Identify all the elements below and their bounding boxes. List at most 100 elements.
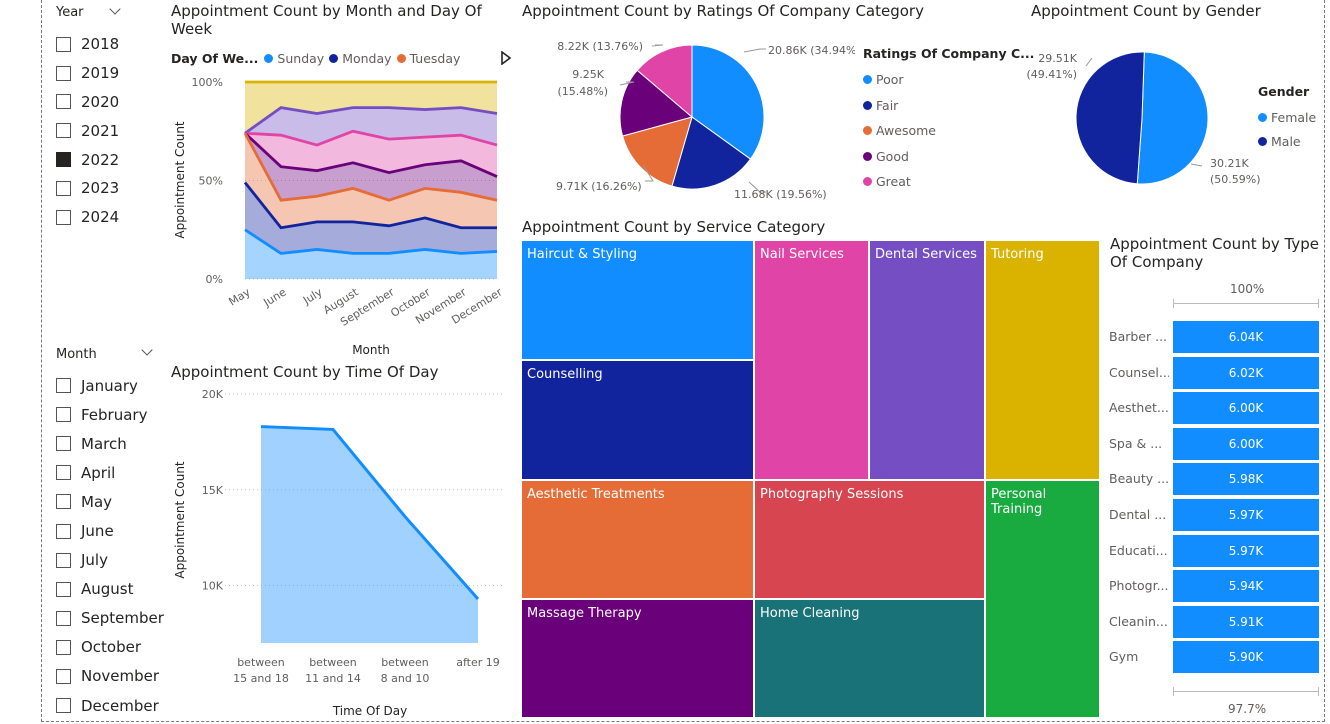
treemap-cell-haircut-styling[interactable]: Haircut & Styling (521, 240, 754, 360)
series-line (244, 106, 498, 135)
month-option-october[interactable]: October (56, 633, 164, 662)
bar-value-label: 5.98K (1228, 472, 1264, 487)
legend-item-great[interactable]: Great (863, 169, 1034, 195)
bar-value-label: 6.02K (1228, 365, 1264, 380)
option-label: 2019 (81, 64, 120, 83)
ratings-pie-title: Appointment Count by Ratings Of Company … (522, 2, 924, 20)
checkbox[interactable] (56, 378, 71, 394)
x-tick-label: 11 and 14 (305, 672, 361, 685)
month-option-june[interactable]: June (56, 516, 164, 545)
slice-label: 20.86K (34.94%) (768, 44, 855, 57)
bar-axis-bottom-label: 97.7% (1228, 702, 1267, 716)
legend-item-poor[interactable]: Poor (863, 67, 1034, 93)
year-option-2018[interactable]: 2018 (56, 30, 119, 59)
month-option-march[interactable]: March (56, 429, 164, 458)
option-label: February (81, 405, 148, 424)
legend-item-male[interactable]: Male (1258, 130, 1316, 155)
slice-good (619, 69, 694, 137)
bar[interactable]: 6.04K (1173, 321, 1319, 353)
month-option-february[interactable]: February (56, 400, 164, 429)
checkbox[interactable] (56, 436, 71, 452)
bar[interactable]: 5.97K (1173, 534, 1319, 567)
leader-line (1085, 57, 1093, 67)
checkbox[interactable] (56, 465, 71, 481)
bar-chart-title: Appointment Count by Type Of Company (1110, 235, 1319, 271)
bar[interactable]: 5.91K (1173, 605, 1319, 638)
treemap-cell-photography-sessions[interactable]: Photography Sessions (754, 480, 985, 599)
checkbox[interactable] (56, 552, 71, 568)
legend-item-sunday[interactable]: Sunday (264, 51, 324, 66)
treemap-cell-personal-training[interactable]: Personal Training (985, 480, 1100, 718)
area-chart-title: Appointment Count by Month and Day Of We… (171, 2, 482, 38)
area-fill (261, 426, 478, 643)
checkbox[interactable] (56, 65, 71, 81)
gender-legend-items: Female Male (1258, 105, 1316, 154)
checkbox[interactable] (56, 209, 71, 225)
legend-item-fair[interactable]: Fair (863, 93, 1034, 119)
checkbox[interactable] (56, 407, 71, 423)
treemap-cell-counselling[interactable]: Counselling (521, 360, 754, 480)
bar[interactable]: 5.90K (1173, 641, 1319, 674)
treemap-cell-massage-therapy[interactable]: Massage Therapy (521, 599, 754, 718)
month-option-april[interactable]: April (56, 458, 164, 487)
checkbox[interactable] (56, 581, 71, 597)
slice-label: 9.25K (572, 68, 604, 81)
checkbox[interactable] (56, 494, 71, 510)
slice-fair (671, 116, 752, 190)
bar-value-label: 6.00K (1228, 401, 1264, 416)
month-option-january[interactable]: January (56, 371, 164, 400)
checkbox[interactable] (56, 668, 71, 684)
checkbox[interactable] (56, 36, 71, 52)
checkbox[interactable] (56, 639, 71, 655)
slice-male (1075, 51, 1145, 185)
bar-category-label: Cleanin... (1109, 613, 1168, 629)
checkbox[interactable] (56, 180, 71, 196)
checkbox[interactable] (56, 610, 71, 626)
legend-item-awesome[interactable]: Awesome (863, 118, 1034, 144)
option-label: September (81, 609, 164, 628)
legend-item-female[interactable]: Female (1258, 105, 1316, 130)
series-line (244, 132, 498, 178)
legend-label: Female (1271, 109, 1317, 125)
checkbox[interactable] (56, 94, 71, 110)
treemap-title: Appointment Count by Service Category (522, 218, 826, 236)
treemap-cell-dental-services[interactable]: Dental Services (869, 240, 985, 480)
year-option-2020[interactable]: 2020 (56, 88, 119, 117)
bar[interactable]: 6.00K (1173, 427, 1319, 460)
month-option-may[interactable]: May (56, 487, 164, 516)
bar[interactable]: 5.94K (1173, 570, 1319, 603)
bar[interactable]: 5.97K (1173, 499, 1319, 531)
month-option-september[interactable]: September (56, 604, 164, 633)
option-label: July (81, 551, 108, 570)
year-option-2022[interactable]: 2022 (56, 145, 119, 174)
month-option-november[interactable]: November (56, 662, 164, 691)
treemap-cell-aesthetic-treatments[interactable]: Aesthetic Treatments (521, 480, 754, 599)
legend-dot (264, 54, 274, 63)
leader-line (1190, 163, 1203, 167)
bar-axis-top-tick (1318, 299, 1319, 308)
bar[interactable]: 6.00K (1173, 392, 1319, 425)
year-option-2024[interactable]: 2024 (56, 203, 119, 232)
treemap-cell-home-cleaning[interactable]: Home Cleaning (754, 599, 985, 718)
bar[interactable]: 6.02K (1173, 356, 1319, 389)
legend-item-tuesday[interactable]: Tuesday (396, 51, 460, 66)
year-option-2021[interactable]: 2021 (56, 116, 119, 145)
year-option-2019[interactable]: 2019 (56, 59, 119, 88)
legend-item-good[interactable]: Good (863, 144, 1034, 170)
checkbox[interactable] (56, 123, 71, 139)
legend-label: Monday (342, 51, 392, 66)
treemap-cell-tutoring[interactable]: Tutoring (985, 240, 1100, 480)
month-option-august[interactable]: August (56, 575, 164, 604)
checkbox[interactable] (56, 698, 71, 714)
legend-label: Male (1271, 134, 1301, 150)
month-option-july[interactable]: July (56, 546, 164, 575)
treemap-cell-nail-services[interactable]: Nail Services (754, 240, 869, 480)
checkbox[interactable] (56, 152, 71, 168)
legend-item-monday[interactable]: Monday (329, 51, 392, 66)
legend-next-arrow-icon[interactable] (500, 51, 512, 65)
checkbox[interactable] (56, 523, 71, 539)
bar[interactable]: 5.98K (1173, 463, 1319, 496)
year-option-2023[interactable]: 2023 (56, 174, 119, 203)
leader-line (651, 44, 664, 47)
month-option-december[interactable]: December (56, 691, 164, 720)
